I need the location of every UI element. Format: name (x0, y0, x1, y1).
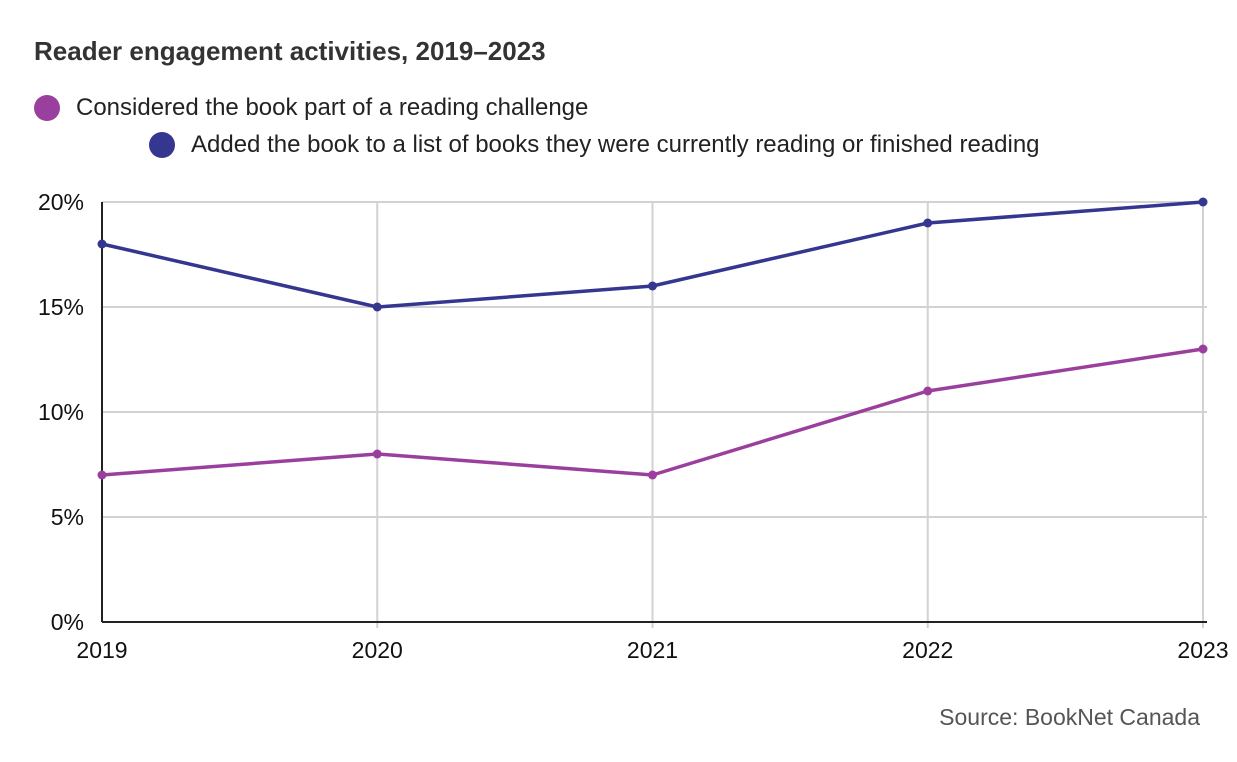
data-point-series-1 (97, 239, 107, 249)
chart-title: Reader engagement activities, 2019–2023 (34, 36, 546, 66)
data-point-series-0 (372, 449, 382, 459)
y-tick-label: 5% (51, 504, 84, 530)
legend-label-reading-challenge: Considered the book part of a reading ch… (76, 94, 589, 121)
source-note: Source: BookNet Canada (939, 704, 1200, 730)
y-tick-label: 0% (51, 609, 84, 635)
y-tick-label: 20% (38, 189, 84, 215)
x-tick-label: 2023 (1177, 637, 1228, 663)
data-point-series-0 (97, 470, 107, 480)
legend-marker-reading-challenge (34, 95, 60, 121)
legend-marker-reading-list (149, 132, 175, 158)
data-point-series-0 (1198, 344, 1208, 354)
data-point-series-1 (648, 281, 657, 291)
legend-label-reading-list: Added the book to a list of books they w… (191, 131, 1040, 158)
x-tick-label: 2019 (76, 637, 127, 663)
data-point-series-1 (1198, 197, 1208, 207)
legend-item-reading-list[interactable]: Added the book to a list of books they w… (149, 131, 1040, 159)
data-point-series-0 (923, 386, 933, 396)
x-tick-label: 2022 (902, 637, 953, 663)
y-tick-label: 15% (38, 294, 84, 320)
legend-item-reading-challenge[interactable]: Considered the book part of a reading ch… (34, 94, 588, 122)
x-tick-label: 2021 (627, 637, 678, 663)
x-tick-label: 2020 (352, 637, 403, 663)
data-point-series-1 (372, 302, 382, 312)
y-tick-label: 10% (38, 399, 84, 425)
data-point-series-1 (923, 218, 933, 228)
data-point-series-0 (648, 470, 657, 480)
